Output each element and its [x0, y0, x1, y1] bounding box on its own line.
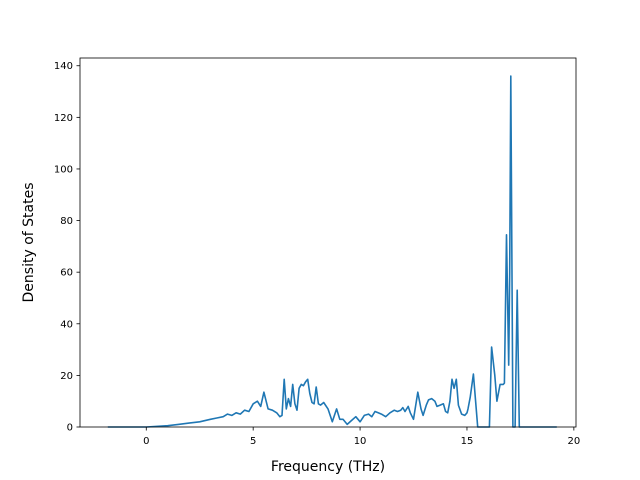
y-tick-label: 0	[67, 423, 73, 434]
y-tick-label: 60	[60, 268, 73, 279]
x-tick-label: 20	[567, 436, 580, 447]
axes-frame	[79, 57, 577, 428]
x-tick-label: 5	[250, 436, 256, 447]
y-tick-label: 100	[54, 164, 73, 175]
y-tick-label: 20	[60, 371, 73, 382]
x-axis-label: Frequency (THz)	[271, 459, 385, 475]
y-tick-label: 140	[54, 61, 73, 72]
y-tick-label: 120	[54, 113, 73, 124]
y-tick-label: 40	[60, 319, 73, 330]
y-tick-label: 80	[60, 216, 73, 227]
y-axis-label: Density of States	[21, 183, 37, 303]
ticks-layer: 0 5 10 15 20 0 20 40 60 80 100 120 140	[54, 61, 580, 447]
x-tick-label: 10	[354, 436, 367, 447]
x-tick-label: 0	[143, 436, 149, 447]
x-tick-label: 15	[461, 436, 474, 447]
